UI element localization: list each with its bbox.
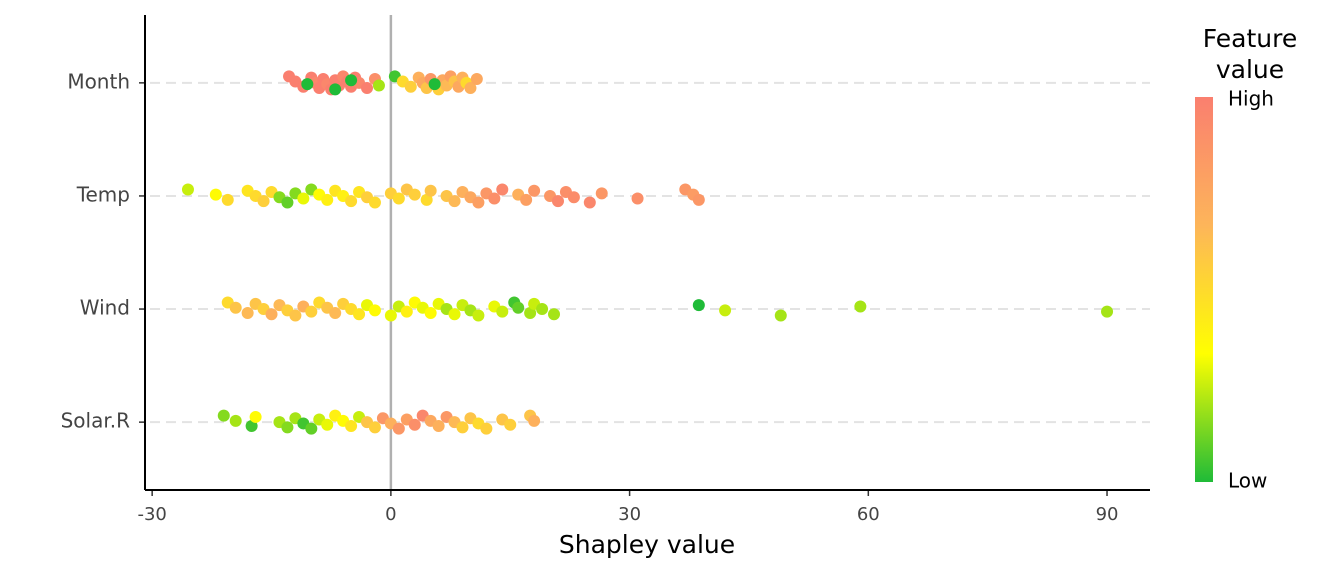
point <box>528 184 541 197</box>
point <box>631 192 644 205</box>
point <box>392 422 405 435</box>
point <box>329 83 342 96</box>
point <box>297 192 310 205</box>
point <box>181 183 194 196</box>
point <box>345 420 358 433</box>
point <box>321 418 334 431</box>
point <box>428 78 441 91</box>
point <box>305 422 318 435</box>
point <box>448 195 461 208</box>
point <box>583 196 596 209</box>
point <box>496 305 509 318</box>
point <box>470 72 483 85</box>
point <box>289 309 302 322</box>
x-axis-title: Shapley value <box>559 530 735 559</box>
point <box>692 299 705 312</box>
point <box>353 308 366 321</box>
point <box>241 306 254 319</box>
point <box>496 183 509 196</box>
point <box>229 301 242 314</box>
point <box>595 187 608 200</box>
point <box>321 193 334 206</box>
point <box>420 193 433 206</box>
point <box>249 410 262 423</box>
point <box>221 193 234 206</box>
point <box>408 188 421 201</box>
point <box>448 308 461 321</box>
point <box>488 192 501 205</box>
point <box>536 303 549 316</box>
point <box>368 196 381 209</box>
point <box>854 300 867 313</box>
point <box>432 420 445 433</box>
point <box>719 304 732 317</box>
point <box>424 306 437 319</box>
point <box>524 306 537 319</box>
point <box>329 306 342 319</box>
point <box>209 188 222 201</box>
point <box>229 414 242 427</box>
legend-title: Feature <box>1203 24 1297 53</box>
point <box>345 195 358 208</box>
y-tick-label: Temp <box>76 182 130 206</box>
point <box>345 74 358 87</box>
point <box>305 305 318 318</box>
point <box>368 304 381 317</box>
point <box>520 193 533 206</box>
point <box>548 308 561 321</box>
point <box>456 421 469 434</box>
point <box>217 409 230 422</box>
x-tick-label: 60 <box>857 504 880 525</box>
point <box>392 192 405 205</box>
point <box>480 422 493 435</box>
y-tick-label: Month <box>67 69 130 93</box>
point <box>1101 305 1114 318</box>
y-tick-label: Solar.R <box>61 409 130 433</box>
point <box>404 80 417 93</box>
point <box>281 196 294 209</box>
x-tick-label: 0 <box>385 504 396 525</box>
point <box>301 78 314 91</box>
point <box>551 195 564 208</box>
point <box>512 301 525 314</box>
legend-high: High <box>1228 87 1274 111</box>
point <box>424 184 437 197</box>
point <box>384 309 397 322</box>
legend-low: Low <box>1228 469 1267 493</box>
point <box>245 420 258 433</box>
point <box>372 79 385 92</box>
legend-title: value <box>1216 55 1284 84</box>
point <box>528 414 541 427</box>
point <box>257 195 270 208</box>
point <box>472 309 485 322</box>
colorbar <box>1195 97 1213 482</box>
point <box>368 421 381 434</box>
point <box>774 309 787 322</box>
point <box>464 82 477 95</box>
point <box>361 82 374 95</box>
point <box>472 196 485 209</box>
point <box>692 193 705 206</box>
y-tick-label: Wind <box>80 296 130 320</box>
point <box>281 421 294 434</box>
x-tick-label: 30 <box>618 504 641 525</box>
x-tick-label: -30 <box>137 504 166 525</box>
point <box>265 308 278 321</box>
point <box>408 418 421 431</box>
point <box>400 305 413 318</box>
point <box>504 418 517 431</box>
x-tick-label: 90 <box>1096 504 1119 525</box>
point <box>567 191 580 204</box>
